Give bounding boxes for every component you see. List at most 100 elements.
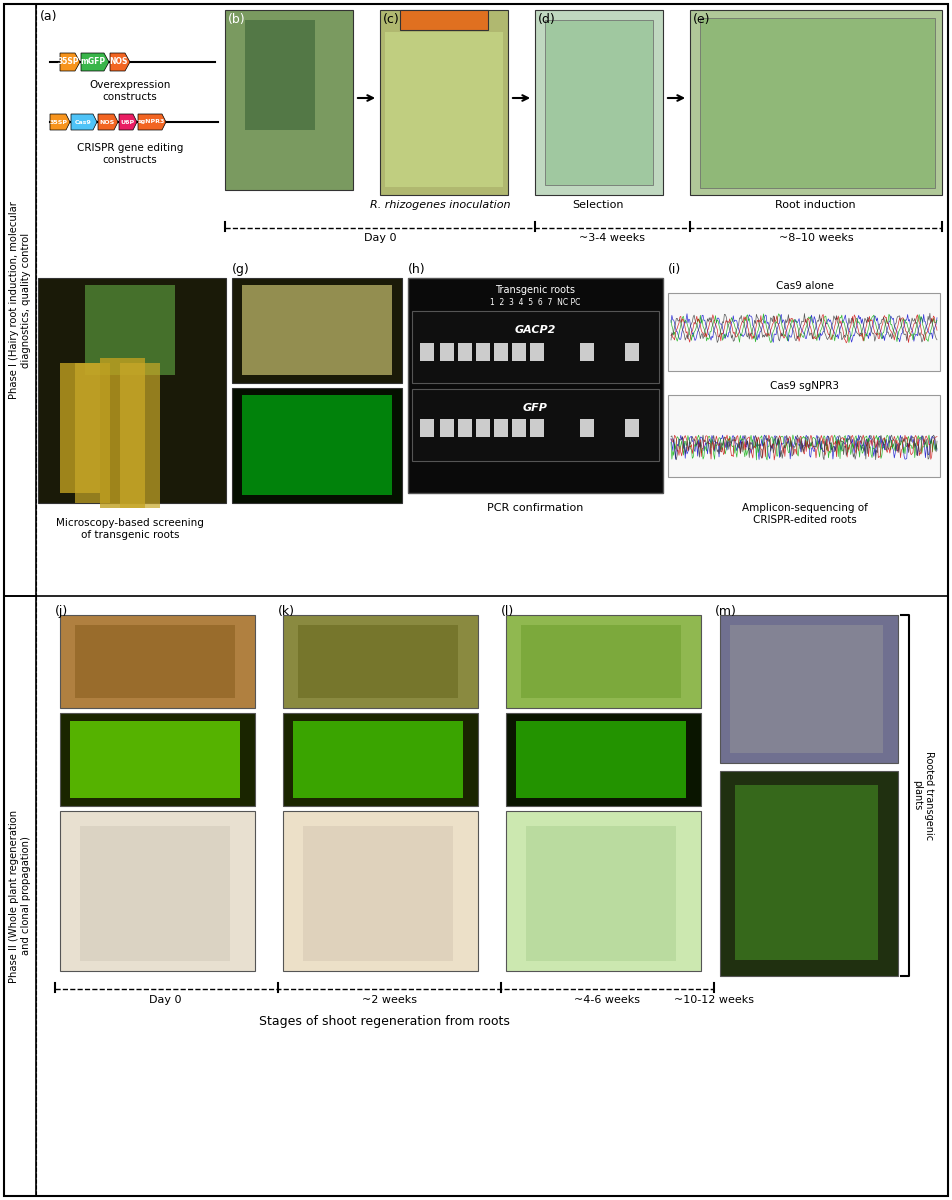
Bar [4,4,36,596]
Text: (g): (g) [232,263,249,276]
Bar [625,343,639,361]
Bar [668,293,940,371]
Bar [283,614,478,708]
Bar [120,362,160,508]
Bar [521,625,681,698]
Bar [580,419,594,437]
Bar [506,811,701,971]
Bar [420,343,434,361]
Bar [232,278,402,383]
Bar [38,278,226,503]
Bar [4,596,36,1196]
Bar [535,10,663,194]
Text: (k): (k) [278,605,295,618]
Text: Cas9: Cas9 [74,120,91,125]
Text: ~2 weeks: ~2 weeks [362,995,417,1006]
Bar [232,388,402,503]
Bar [720,770,898,976]
Bar [412,311,659,383]
Text: NOS: NOS [109,58,128,66]
Text: (m): (m) [715,605,737,618]
Bar [690,10,942,194]
Bar [60,713,255,806]
Bar [242,284,392,374]
Text: R. rhizogenes inoculation: R. rhizogenes inoculation [369,200,510,210]
Text: 35SP: 35SP [57,58,79,66]
Bar [298,625,458,698]
Text: ~8–10 weeks: ~8–10 weeks [779,233,853,242]
Text: Selection: Selection [572,200,624,210]
Text: (b): (b) [228,13,246,26]
Bar [476,343,490,361]
Text: sgNPR3: sgNPR3 [137,120,165,125]
Text: (c): (c) [383,13,400,26]
Text: Day 0: Day 0 [364,233,396,242]
Bar [293,721,463,798]
Bar [516,721,686,798]
Bar [530,343,544,361]
Bar [440,419,454,437]
Bar [506,614,701,708]
Text: Stages of shoot regeneration from roots: Stages of shoot regeneration from roots [259,1015,509,1028]
Bar [70,721,240,798]
Bar [60,614,255,708]
Polygon shape [81,53,109,71]
Bar [100,358,145,508]
Text: (i): (i) [668,263,682,276]
Bar [75,625,235,698]
Bar [380,10,508,194]
Bar [730,625,883,754]
Text: GFP: GFP [523,403,547,413]
Text: (h): (h) [408,263,426,276]
Text: (j): (j) [55,605,69,618]
Bar [412,389,659,461]
Polygon shape [71,114,97,130]
Bar [283,811,478,971]
Bar [458,343,472,361]
Text: Cas9 sgNPR3: Cas9 sgNPR3 [770,382,840,391]
Text: ~3-4 weeks: ~3-4 weeks [579,233,645,242]
Text: mGFP: mGFP [80,58,106,66]
Text: ~4-6 weeks: ~4-6 weeks [574,995,640,1006]
Text: Cas9 alone: Cas9 alone [776,281,834,290]
Bar [668,395,940,476]
Text: Transgenic roots: Transgenic roots [495,284,575,295]
Bar [494,419,508,437]
Text: NOS: NOS [99,120,114,125]
Text: U6P: U6P [120,120,134,125]
Text: Root induction: Root induction [775,200,855,210]
Bar [625,419,639,437]
Text: Phase I (Hairy root induction, molecular
diagnostics, quality control: Phase I (Hairy root induction, molecular… [10,202,30,398]
Bar [225,10,353,190]
Polygon shape [60,53,80,71]
Text: Microscopy-based screening
of transgenic roots: Microscopy-based screening of transgenic… [56,518,204,540]
Text: GACP2: GACP2 [514,325,556,335]
Bar [408,278,663,493]
Text: Day 0: Day 0 [149,995,181,1006]
Text: PCR confirmation: PCR confirmation [486,503,584,514]
Polygon shape [50,114,70,130]
Bar [242,395,392,494]
Text: (e): (e) [693,13,710,26]
Text: Overexpression
constructs: Overexpression constructs [89,80,170,102]
Text: CRISPR gene editing
constructs: CRISPR gene editing constructs [77,143,183,164]
Bar [85,284,175,374]
Bar [476,419,490,437]
Polygon shape [98,114,118,130]
Text: (f): (f) [40,263,54,276]
Bar [303,826,453,961]
Bar [545,20,653,185]
Bar [458,419,472,437]
Bar [512,419,526,437]
Bar [385,32,503,187]
Bar [720,614,898,763]
Bar [512,343,526,361]
Text: ~10-12 weeks: ~10-12 weeks [674,995,754,1006]
Text: Phase II (Whole plant regeneration
and clonal propagation): Phase II (Whole plant regeneration and c… [10,810,30,983]
Bar [80,826,230,961]
Bar [420,419,434,437]
Bar [60,362,100,493]
Bar [506,713,701,806]
Bar [245,20,315,130]
Bar [440,343,454,361]
